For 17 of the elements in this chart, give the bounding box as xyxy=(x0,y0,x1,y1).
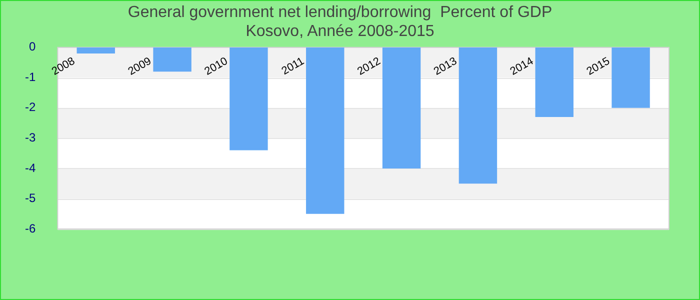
y-tick-label: -2 xyxy=(25,100,36,114)
y-tick-label: -5 xyxy=(25,191,36,206)
y-tick-label: -4 xyxy=(25,160,36,175)
x-tick-label: 2015 xyxy=(584,55,612,78)
y-tick-label: -6 xyxy=(25,221,36,236)
x-tick-label: 2011 xyxy=(280,55,306,78)
x-tick-label: 2008 xyxy=(50,55,78,78)
x-tick-label: 2009 xyxy=(126,55,154,78)
x-tick-label: 2012 xyxy=(355,55,383,78)
chart-title: General government net lending/borrowing Percent of GDP xyxy=(128,4,552,22)
x-tick-label: 2010 xyxy=(202,55,230,78)
y-tick-label: -3 xyxy=(25,130,36,145)
y-tick-label: -1 xyxy=(25,70,36,84)
y-tick-label: 0 xyxy=(28,40,36,54)
chart-subtitle: Kosovo, Année 2008-2015 xyxy=(246,23,434,40)
x-tick-label: 2013 xyxy=(432,55,460,78)
x-tick-label: 2014 xyxy=(508,55,536,78)
